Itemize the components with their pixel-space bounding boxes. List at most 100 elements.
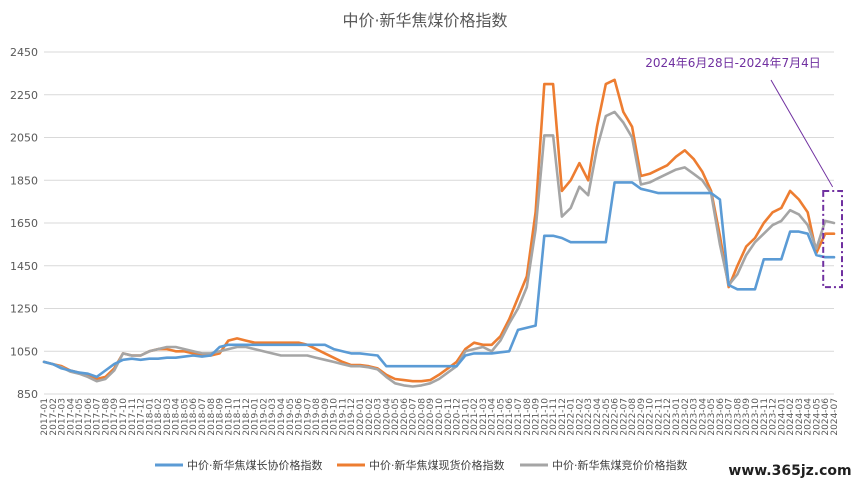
y-tick-label: 2050	[10, 132, 38, 145]
x-tick-label: 2023-06	[716, 398, 726, 436]
annotation-label: 2024年6月28日-2024年7月4日	[645, 56, 821, 70]
x-tick-label: 2021-10	[540, 398, 550, 436]
x-tick-label: 2022-07	[619, 398, 629, 436]
x-tick-label: 2024-05	[812, 398, 822, 436]
x-tick-label: 2024-03	[795, 398, 805, 436]
x-tick-label: 2023-05	[707, 398, 717, 436]
x-tick-label: 2020-04	[382, 398, 392, 436]
x-tick-label: 2017-05	[75, 398, 85, 436]
x-tick-label: 2019-07	[303, 398, 313, 436]
x-tick-label: 2023-09	[742, 398, 752, 436]
x-tick-label: 2018-02	[154, 398, 164, 436]
annotation-box	[822, 189, 844, 289]
x-tick-label: 2018-08	[207, 398, 217, 436]
x-tick-label: 2022-12	[663, 398, 673, 436]
x-tick-label: 2019-03	[268, 398, 278, 436]
x-tick-label: 2023-08	[733, 398, 743, 436]
x-tick-label: 2021-09	[532, 398, 542, 436]
x-tick-label: 2017-11	[128, 398, 138, 436]
x-tick-label: 2020-06	[400, 398, 410, 436]
y-tick-label: 850	[17, 388, 38, 401]
x-tick-label: 2019-12	[347, 398, 357, 436]
x-tick-label: 2023-07	[725, 398, 735, 436]
x-tick-label: 2021-01	[461, 398, 471, 436]
x-tick-label: 2017-08	[101, 398, 111, 436]
x-tick-label: 2021-02	[470, 398, 480, 436]
x-tick-label: 2020-10	[435, 398, 445, 436]
x-tick-label: 2017-01	[40, 398, 50, 436]
x-tick-label: 2017-12	[137, 398, 147, 436]
x-tick-label: 2018-07	[198, 398, 208, 436]
x-tick-label: 2022-01	[567, 398, 577, 436]
x-tick-label: 2019-11	[338, 398, 348, 436]
x-tick-label: 2021-05	[496, 398, 506, 436]
series-line-1	[42, 181, 836, 379]
x-tick-label: 2020-03	[374, 398, 384, 436]
x-tick-label: 2020-05	[391, 398, 401, 436]
x-tick-label: 2022-10	[646, 398, 656, 436]
y-tick-label: 1250	[10, 303, 38, 316]
y-tick-label: 1050	[10, 345, 38, 358]
x-tick-label: 2019-05	[286, 398, 296, 436]
x-tick-label: 2017-07	[93, 398, 103, 436]
x-tick-label: 2018-09	[216, 398, 226, 436]
annotation: 2024年6月28日-2024年7月4日	[645, 56, 844, 289]
x-tick-label: 2018-11	[233, 398, 243, 436]
x-tick-label: 2017-10	[119, 398, 129, 436]
x-tick-label: 2017-04	[66, 398, 76, 436]
legend-label-2: 中价·新华焦煤现货价格指数	[369, 458, 505, 472]
x-tick-label: 2022-08	[628, 398, 638, 436]
y-tick-label: 2450	[10, 46, 38, 59]
x-tick-label: 2021-11	[549, 398, 559, 436]
legend: 中价·新华焦煤长协价格指数 中价·新华焦煤现货价格指数 中价·新华焦煤竞价价格指数	[155, 458, 688, 472]
x-tick-label: 2021-07	[514, 398, 524, 436]
x-tick-label: 2020-11	[444, 398, 454, 436]
x-tick-label: 2020-01	[356, 398, 366, 436]
x-tick-label: 2021-08	[523, 398, 533, 436]
x-tick-label: 2020-07	[409, 398, 419, 436]
x-tick-label: 2023-03	[690, 398, 700, 436]
x-tick-label: 2021-12	[558, 398, 568, 436]
legend-label-3: 中价·新华焦煤竞价价格指数	[552, 458, 688, 472]
y-tick-label: 1850	[10, 174, 38, 187]
x-tick-label: 2017-06	[84, 398, 94, 436]
x-tick-label: 2017-03	[58, 398, 68, 436]
series-line-2	[42, 78, 836, 383]
x-tick-label: 2022-04	[593, 398, 603, 436]
x-tick-label: 2021-04	[488, 398, 498, 436]
x-tick-label: 2024-04	[804, 398, 814, 436]
x-tick-label: 2022-09	[637, 398, 647, 436]
x-tick-label: 2024-07	[830, 398, 840, 436]
y-tick-label: 2250	[10, 89, 38, 102]
x-tick-label: 2020-09	[426, 398, 436, 436]
legend-label-1: 中价·新华焦煤长协价格指数	[187, 458, 323, 472]
x-tick-label: 2023-04	[698, 398, 708, 436]
x-tick-label: 2019-02	[259, 398, 269, 436]
x-tick-label: 2019-10	[330, 398, 340, 436]
x-tick-label: 2023-11	[760, 398, 770, 436]
x-tick-label: 2018-10	[224, 398, 234, 436]
x-tick-label: 2021-06	[505, 398, 515, 436]
x-tick-label: 2018-05	[180, 398, 190, 436]
x-tick-label: 2023-02	[681, 398, 691, 436]
x-tick-label: 2018-03	[163, 398, 173, 436]
x-tick-label: 2022-03	[584, 398, 594, 436]
series-lines	[42, 78, 836, 388]
x-tick-label: 2018-01	[145, 398, 155, 436]
x-tick-label: 2022-05	[602, 398, 612, 436]
x-tick-label: 2024-01	[777, 398, 787, 436]
x-tick-label: 2019-09	[321, 398, 331, 436]
x-tick-label: 2017-09	[110, 398, 120, 436]
x-tick-label: 2018-12	[242, 398, 252, 436]
x-tick-label: 2023-01	[672, 398, 682, 436]
x-tick-label: 2021-03	[479, 398, 489, 436]
y-axis-ticks: 850 1050 1250 1450 1650 1850 2050 2250 2450	[10, 46, 38, 401]
x-tick-label: 2020-12	[453, 398, 463, 436]
watermark: www.365jz.com	[728, 463, 851, 479]
x-tick-label: 2024-06	[821, 398, 831, 436]
chart-title: 中价·新华焦煤价格指数	[342, 11, 507, 30]
x-tick-label: 2022-02	[575, 398, 585, 436]
x-tick-label: 2018-06	[189, 398, 199, 436]
x-tick-label: 2019-04	[277, 398, 287, 436]
